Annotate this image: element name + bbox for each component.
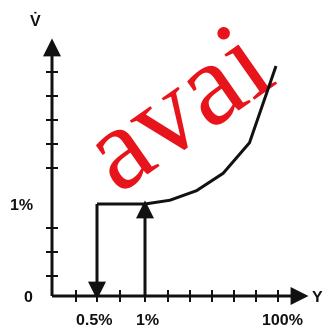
y-axis-label: V̇ xyxy=(30,12,41,30)
x-tick-label-0-5pct: 0.5% xyxy=(76,312,112,327)
series-curve xyxy=(144,65,278,206)
watermark-text: avai xyxy=(58,0,294,216)
y-tick-label-0: 0 xyxy=(24,289,33,306)
x-tick-label-100pct: 100% xyxy=(262,312,303,327)
x-tick-label-1pct: 1% xyxy=(136,312,159,327)
y-minor-ticks xyxy=(46,71,58,277)
y-tick-label-1pct: 1% xyxy=(10,197,33,214)
x-axis-label: Y xyxy=(312,289,323,306)
